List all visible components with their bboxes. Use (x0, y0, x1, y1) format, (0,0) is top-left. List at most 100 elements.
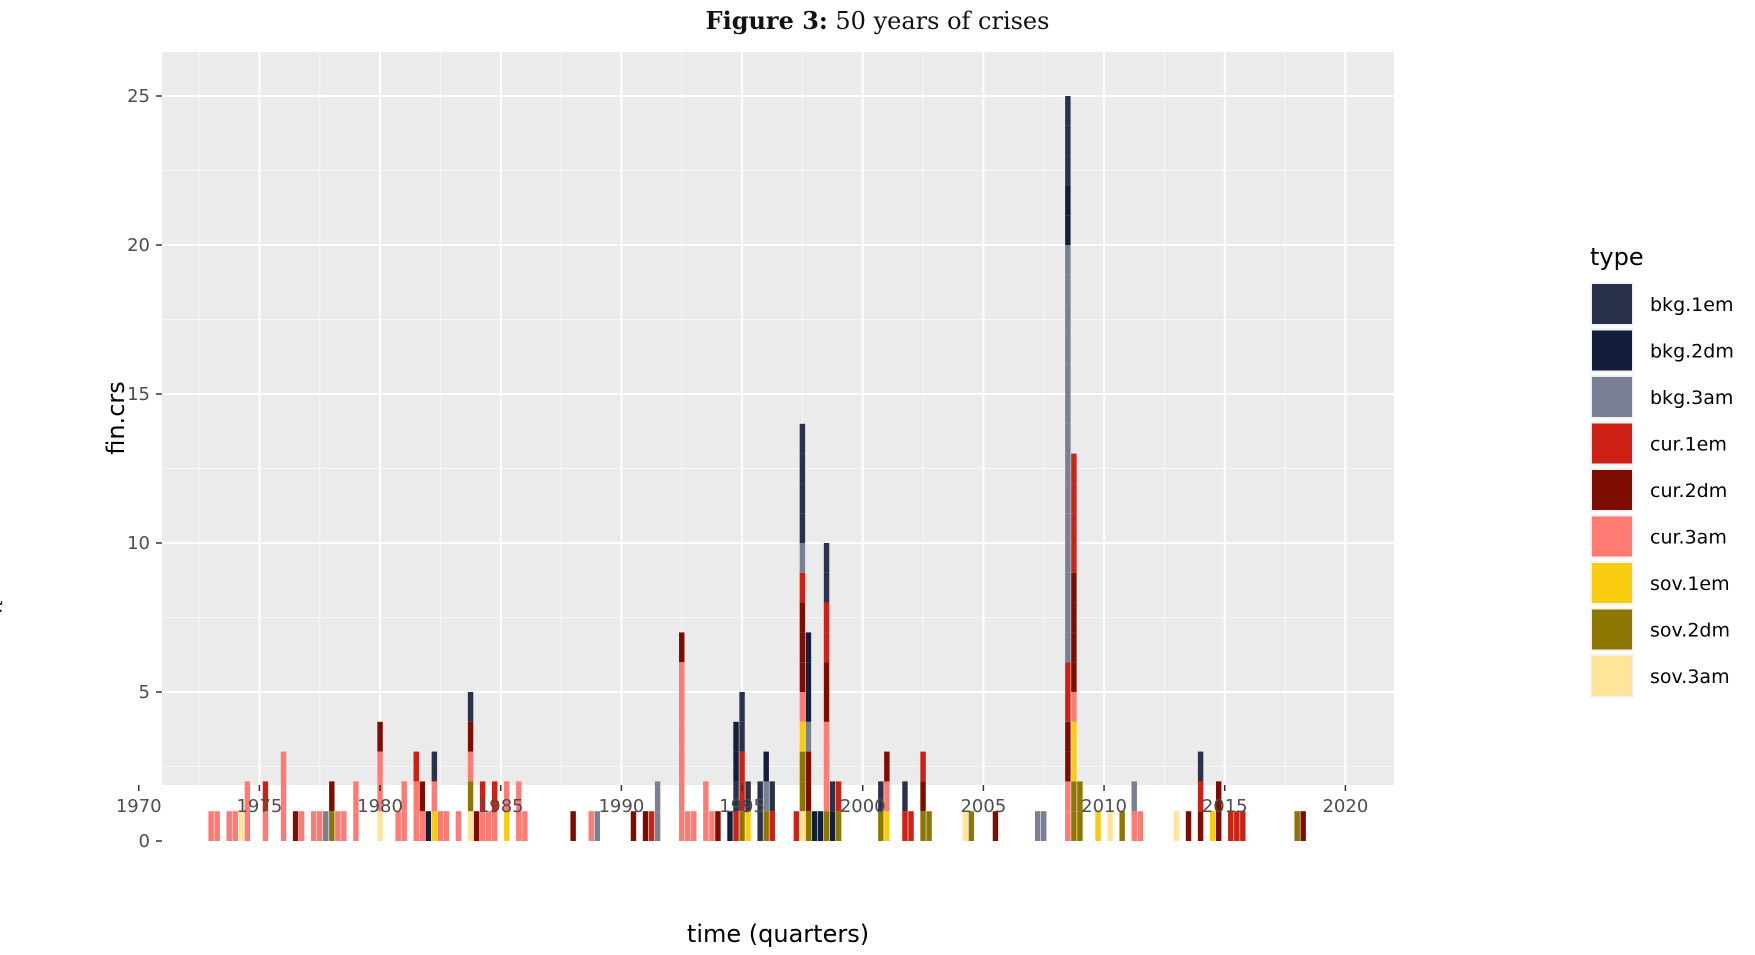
bar-segment (262, 781, 269, 812)
bar-segment (1107, 811, 1113, 841)
bar-segment (455, 811, 462, 841)
bar-segment (1071, 692, 1077, 722)
bar-segment (703, 781, 709, 812)
bar-segment (1215, 811, 1222, 841)
legend-label: sov.1em (1650, 573, 1730, 595)
bar-segment (1065, 364, 1071, 394)
bar-segment (353, 811, 359, 841)
bar-segment (310, 811, 317, 841)
bar-segment (926, 811, 932, 841)
bar-segment (1071, 751, 1077, 782)
y-tick-label: 0 (139, 831, 150, 852)
x-tick-label: 1970 (116, 796, 162, 817)
bar-segment (733, 811, 739, 841)
bar-segment (884, 751, 890, 782)
bar-segment (817, 811, 824, 841)
bar-segment (1071, 543, 1077, 573)
bar-segment (377, 751, 383, 782)
bar-segment (799, 632, 806, 663)
bar-segment (1071, 483, 1077, 514)
bar-segment (467, 811, 474, 841)
bar-segment (1215, 781, 1222, 812)
bar-segment (1197, 811, 1204, 841)
bar-segment (763, 811, 769, 841)
y-tick-label: 10 (127, 533, 150, 554)
y-tick-label: 20 (127, 235, 150, 256)
bar-segment (799, 781, 806, 812)
legend-swatch (1592, 656, 1632, 696)
bar-segment (992, 811, 999, 841)
bar-segment (799, 483, 806, 514)
bar-segment (1131, 781, 1137, 812)
bar-segment (395, 811, 401, 841)
bar-segment (1071, 513, 1077, 543)
bar-segment (467, 751, 474, 782)
bar-segment (902, 781, 908, 812)
bar-segment (805, 692, 812, 722)
bar-segment (799, 692, 806, 722)
bar-segment (280, 811, 287, 841)
bar-segment (733, 781, 739, 812)
bar-segment (1065, 692, 1071, 722)
grid-minor (162, 52, 1394, 785)
bar-segment (323, 811, 329, 841)
bar-segment (654, 811, 661, 841)
legend-title: type (1590, 243, 1644, 271)
bar-segment (805, 632, 812, 663)
bar-segment (823, 781, 830, 812)
bar-segment (280, 781, 287, 812)
bar-segment (679, 692, 685, 722)
bar-segment (214, 811, 220, 841)
bar-segment (1071, 453, 1077, 484)
bar-segment (1209, 811, 1216, 841)
figure-caption: Figure 3: 50 years of crises (0, 6, 1755, 35)
x-tick-label: 2020 (1322, 796, 1368, 817)
bar-segment (479, 811, 486, 841)
bar-segment (588, 811, 594, 841)
y-axis: 0 5 10 15 20 25 (127, 86, 162, 852)
bar-segment (473, 811, 480, 841)
bar-segment (516, 811, 522, 841)
y-axis-title: fin.crs (102, 381, 130, 455)
bar-segment (1294, 811, 1300, 841)
bar-segment (968, 811, 975, 841)
bar-segment (401, 781, 407, 812)
bar-segment (401, 811, 407, 841)
legend-label: cur.1em (1650, 434, 1727, 456)
bar-segment (908, 811, 914, 841)
bar-segment (244, 811, 251, 841)
bar-segment (1065, 662, 1071, 692)
x-tick-label: 1975 (236, 796, 282, 817)
bar-segment (799, 513, 806, 543)
x-tick-label: 1995 (719, 796, 765, 817)
legend-label: bkg.2dm (1650, 341, 1734, 363)
x-axis: 1970 1975 1980 1985 1990 1995 2000 2005 2010 2015… (116, 785, 1368, 817)
legend-swatch (1592, 563, 1632, 603)
bar-segment (1095, 811, 1101, 841)
bar-segment (1065, 513, 1071, 543)
bar-segment (811, 811, 818, 841)
bar-segment (1065, 394, 1071, 424)
legend-label: cur.3am (1650, 527, 1727, 549)
bar-segment (1034, 811, 1041, 841)
bar-segment (799, 721, 806, 752)
bar-segment (491, 781, 498, 812)
bar-segment (799, 423, 806, 454)
plot-panel (162, 52, 1394, 785)
bar-segment (485, 811, 492, 841)
bar-segment (1041, 811, 1047, 841)
bar-segment (739, 751, 745, 782)
bar-segment (1065, 125, 1071, 156)
bar-segment (1065, 751, 1071, 782)
bar-segment (805, 781, 812, 812)
bar-segment (1065, 334, 1071, 365)
bar-segment (467, 781, 474, 812)
bar-segment (739, 721, 745, 752)
bar-segment (679, 811, 685, 841)
bar-segment (642, 811, 649, 841)
bar-segment (377, 811, 383, 841)
bar-segment (823, 811, 830, 841)
bar-segment (292, 811, 299, 841)
bar-segment (1065, 602, 1071, 633)
